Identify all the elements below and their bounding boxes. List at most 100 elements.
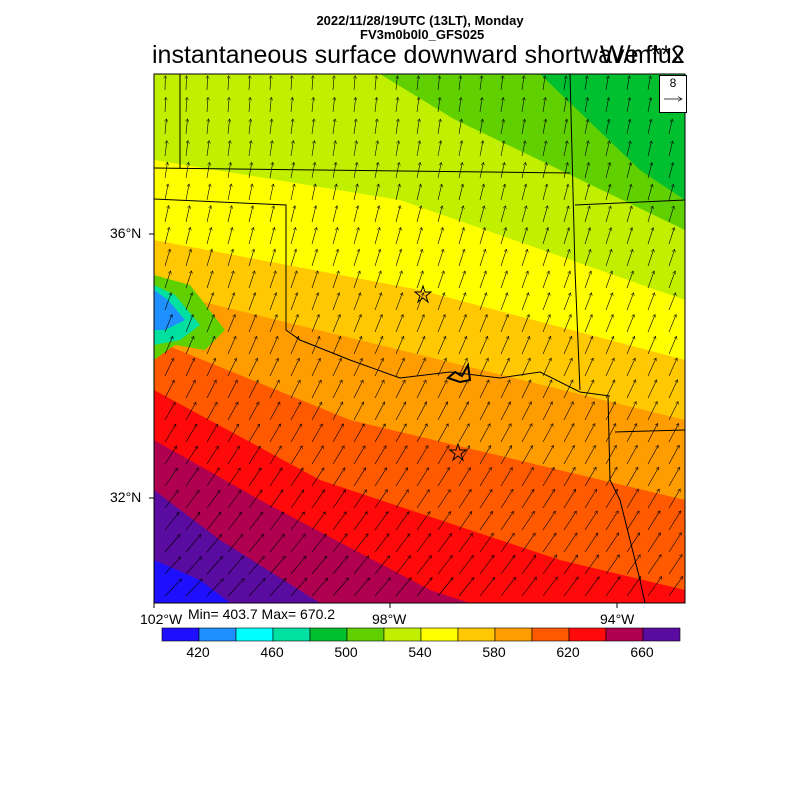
wind-vector xyxy=(290,358,299,377)
wind-vector xyxy=(647,206,653,223)
wind-vector xyxy=(647,184,652,201)
wind-vector xyxy=(374,424,385,443)
wind-vector xyxy=(500,141,504,157)
wind-vector xyxy=(437,490,450,509)
wind-vector xyxy=(269,293,276,311)
wind-vector xyxy=(395,228,401,245)
colorbar-swatch xyxy=(531,627,570,642)
wind-vector xyxy=(395,424,406,443)
wind-vector xyxy=(269,162,273,179)
wind-vector xyxy=(584,533,598,553)
wind-vector xyxy=(500,293,508,311)
wind-vector xyxy=(353,336,362,355)
wind-vector xyxy=(626,76,629,91)
wind-vector xyxy=(668,184,674,201)
wind-vector xyxy=(437,141,441,157)
wind-vector xyxy=(458,184,463,201)
wind-vector xyxy=(500,162,505,179)
wind-vector xyxy=(269,184,273,201)
wind-vector xyxy=(332,206,337,223)
wind-vector xyxy=(248,293,255,311)
wind-vector xyxy=(374,578,391,597)
wind-vector xyxy=(605,511,619,531)
wind-vector xyxy=(479,402,490,421)
wind-vector xyxy=(165,119,166,135)
wind-vector xyxy=(416,424,427,443)
wind-vector xyxy=(374,556,390,575)
wind-vector xyxy=(458,141,462,157)
wind-vector xyxy=(584,336,593,355)
wind-vector xyxy=(395,578,411,597)
wind-vector xyxy=(605,555,619,575)
wind-vector xyxy=(458,358,467,377)
lon-label-94w: 94°W xyxy=(600,611,635,627)
wind-vector xyxy=(374,141,378,157)
wind-vector xyxy=(311,336,320,355)
wind-vector xyxy=(227,402,238,421)
wind-vector xyxy=(269,141,272,157)
wind-vector xyxy=(521,293,529,311)
wind-vector xyxy=(479,206,484,223)
wind-vector xyxy=(416,556,432,575)
wind-vector xyxy=(311,119,314,135)
wind-vector xyxy=(416,162,420,179)
wind-vector xyxy=(311,358,320,377)
colorbar-label: 420 xyxy=(186,644,210,660)
wind-vector xyxy=(206,293,213,311)
wind-vector xyxy=(605,445,616,465)
colorbar-swatch xyxy=(568,627,607,642)
wind-vector xyxy=(186,76,187,91)
wind-vector xyxy=(290,578,307,597)
wind-vector xyxy=(584,315,592,333)
wind-vector xyxy=(437,162,441,179)
wind-vector xyxy=(164,141,167,157)
wind-vector xyxy=(269,424,281,443)
wind-vector xyxy=(647,76,651,91)
wind-vector xyxy=(437,468,450,487)
wind-vector xyxy=(333,97,335,113)
wind-vector xyxy=(290,249,296,267)
wind-vector xyxy=(249,97,250,113)
wind-vector xyxy=(647,163,652,179)
wind-vector xyxy=(269,490,283,509)
wind-vector xyxy=(353,534,368,553)
colorbar-swatch xyxy=(272,627,311,642)
wind-vector xyxy=(353,446,366,465)
wind-vector xyxy=(479,424,490,443)
wind-vector xyxy=(584,445,596,465)
wind-vector xyxy=(458,380,468,399)
wind-vector xyxy=(185,227,190,245)
wind-vector xyxy=(605,184,610,201)
lat-ticks xyxy=(149,233,154,499)
wind-vector xyxy=(563,293,571,311)
wind-vector xyxy=(521,533,535,553)
wind-vector xyxy=(375,76,376,91)
wind-vector xyxy=(248,468,261,487)
wind-vector xyxy=(668,228,674,245)
wind-vector xyxy=(626,533,640,553)
wind-vector xyxy=(563,555,578,575)
wind-vector xyxy=(668,358,677,377)
min-max-stats: Min= 403.7 Max= 670.2 xyxy=(188,606,336,622)
wind-vector xyxy=(269,512,284,531)
lon-label-102w: 102°W xyxy=(140,611,183,627)
wind-vector xyxy=(521,98,524,113)
wind-vector xyxy=(374,249,380,267)
wind-vector xyxy=(437,336,446,355)
wind-vector xyxy=(290,490,304,509)
wind-vector xyxy=(500,402,511,421)
wind-vector xyxy=(605,98,609,113)
wind-vector xyxy=(521,141,525,157)
wind-vector xyxy=(500,98,503,113)
wind-vector xyxy=(563,445,575,465)
wind-vector xyxy=(668,315,676,333)
wind-vector xyxy=(668,141,673,157)
wind-vector xyxy=(500,358,509,377)
wind-vector xyxy=(647,533,661,553)
wind-vector xyxy=(542,358,551,377)
wind-vector xyxy=(269,336,278,355)
wind-vector xyxy=(416,228,422,245)
wind-vector xyxy=(668,467,680,487)
wind-vector xyxy=(584,206,590,223)
wind-vector xyxy=(248,534,264,553)
